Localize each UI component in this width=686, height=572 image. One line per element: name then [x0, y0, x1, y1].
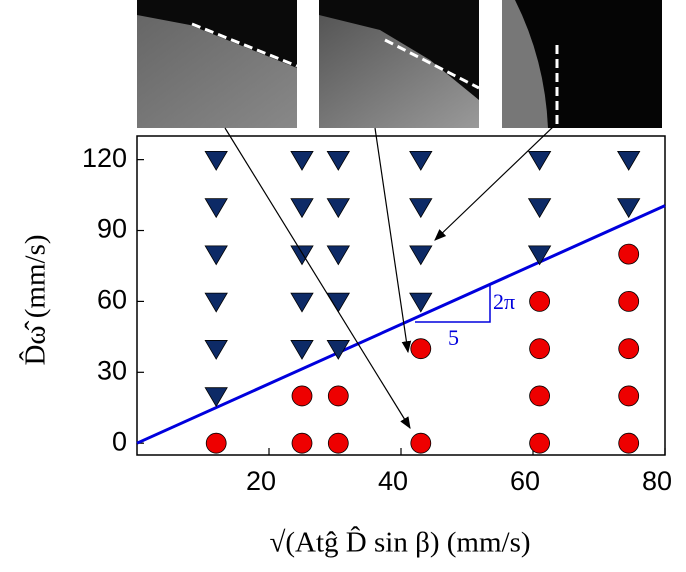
x-tick-label: 20 — [246, 466, 276, 496]
circle-point — [291, 385, 313, 407]
circle-point — [327, 432, 349, 454]
circle-point — [618, 338, 640, 360]
triangle-point — [290, 198, 314, 219]
y-tick-label: 30 — [97, 355, 127, 385]
triangle-point — [290, 292, 314, 313]
triangle-point — [527, 198, 552, 219]
y-tick-label: 60 — [97, 285, 127, 315]
circle-point — [529, 338, 550, 360]
y-tick-label: 0 — [112, 426, 127, 456]
triangle-point — [204, 150, 228, 171]
circle-point — [618, 385, 640, 407]
triangle-point — [409, 198, 433, 219]
arrows — [224, 124, 556, 430]
circle-point — [529, 385, 550, 407]
circle-point — [618, 291, 640, 312]
triangle-point — [527, 245, 552, 266]
x-axis-label: √(Atĝ D̂ sin β) (mm/s) — [269, 525, 530, 559]
circle-point — [618, 243, 640, 265]
circle-point — [410, 432, 432, 454]
circle-point — [529, 432, 550, 454]
triangle-point — [290, 340, 314, 360]
circle-point — [410, 338, 432, 360]
circle-point — [529, 291, 550, 312]
triangle-point — [409, 245, 433, 266]
circle-point — [205, 432, 227, 454]
triangle-point — [326, 150, 350, 171]
triangle-point — [204, 340, 228, 360]
circle-point — [618, 432, 640, 454]
y-tick-label: 120 — [82, 143, 127, 173]
triangle-point — [204, 198, 228, 219]
annotation: 2π — [493, 289, 515, 314]
circle-point — [291, 432, 313, 454]
x-tick-label: 80 — [642, 466, 672, 496]
inset-images — [137, 0, 662, 128]
triangle-point — [326, 245, 350, 266]
plot-area: 20 40 60 80 0 30 60 90 120 — [82, 143, 672, 496]
triangle-point — [617, 198, 641, 219]
y-tick-label: 90 — [97, 214, 127, 244]
triangle-point — [409, 292, 433, 313]
triangle-point — [409, 150, 433, 171]
triangle-point — [204, 387, 228, 408]
annotation: 5 — [448, 325, 459, 350]
fit-line — [136, 204, 666, 445]
triangle-point — [290, 245, 314, 266]
circle-point — [327, 385, 349, 407]
y-axis-label: D̂ω̂ (mm/s) — [18, 234, 52, 365]
x-tick-label: 40 — [378, 466, 408, 496]
triangle-point — [617, 150, 641, 171]
triangle-point — [204, 245, 228, 266]
triangle-point — [204, 292, 228, 313]
triangle-point — [527, 150, 552, 171]
triangle-point — [326, 340, 350, 360]
x-tick-label: 60 — [510, 466, 540, 496]
slope-triangle — [415, 285, 491, 323]
triangle-point — [290, 150, 314, 171]
triangle-point — [326, 198, 350, 219]
